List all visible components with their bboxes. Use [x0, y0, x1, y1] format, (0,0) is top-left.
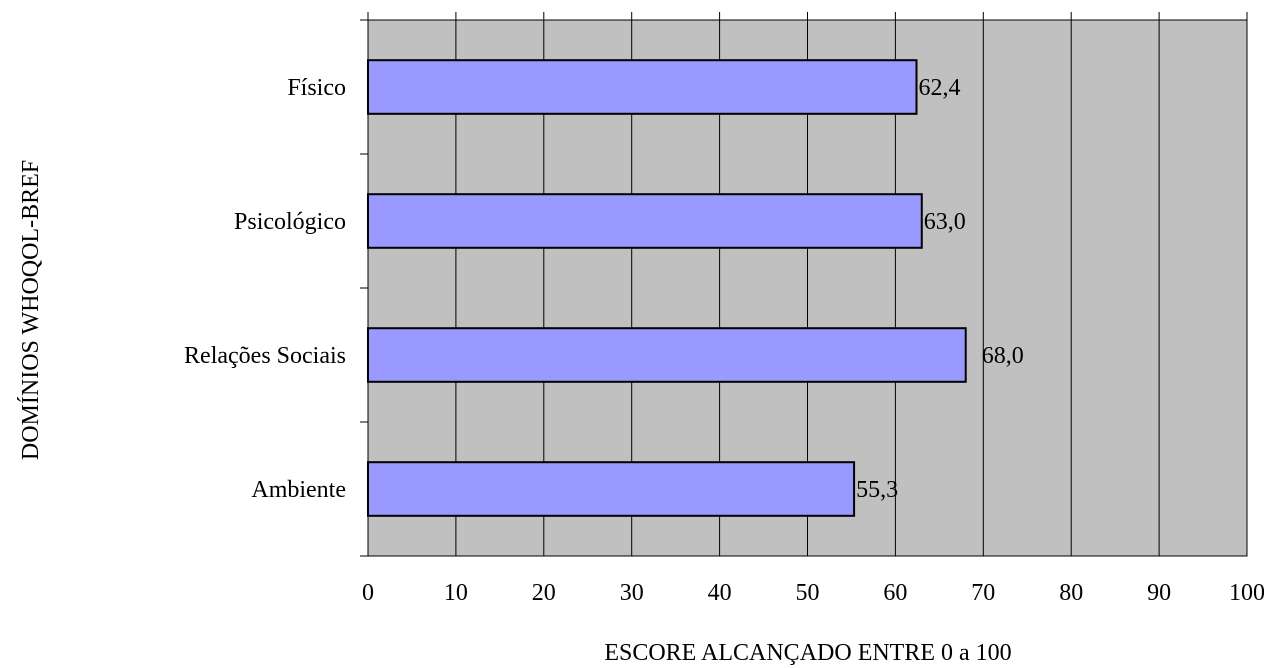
bars — [367, 59, 967, 517]
x-tick-label: 40 — [708, 580, 732, 606]
x-tick-label: 50 — [796, 580, 820, 606]
x-tick-label: 70 — [971, 580, 995, 606]
x-tick-label: 10 — [444, 580, 468, 606]
x-tick-label: 80 — [1059, 580, 1083, 606]
data-labels: 62,4 63,0 68,0 55,3 — [856, 75, 1024, 503]
x-tick-label: 100 — [1229, 580, 1265, 606]
axes — [360, 12, 1248, 557]
category-label: Relações Sociais — [184, 343, 346, 369]
x-tick-label: 90 — [1147, 580, 1171, 606]
x-tick-label: 60 — [883, 580, 907, 606]
x-tick-label: 0 — [362, 580, 374, 606]
x-tick-label: 20 — [532, 580, 556, 606]
x-tick-label: 30 — [620, 580, 644, 606]
data-label: 55,3 — [856, 477, 898, 503]
data-label: 68,0 — [982, 343, 1024, 369]
data-label: 63,0 — [924, 209, 966, 235]
y-axis-title: DOMÍNIOS WHOQOL-BREF — [18, 160, 44, 460]
bar — [367, 327, 967, 383]
data-label: 62,4 — [918, 75, 960, 101]
x-axis-title: ESCORE ALCANÇADO ENTRE 0 a 100 — [604, 640, 1011, 666]
category-labels: Físico Psicológico Relações Sociais Ambient… — [184, 75, 346, 503]
category-label: Psicológico — [234, 209, 346, 235]
bar — [367, 193, 923, 249]
category-label: Ambiente — [251, 477, 346, 503]
x-tick-labels: 0 10 20 30 40 50 60 70 80 90 100 — [362, 580, 1265, 606]
category-label: Físico — [287, 75, 346, 101]
bar — [367, 461, 856, 517]
bar — [367, 59, 918, 115]
